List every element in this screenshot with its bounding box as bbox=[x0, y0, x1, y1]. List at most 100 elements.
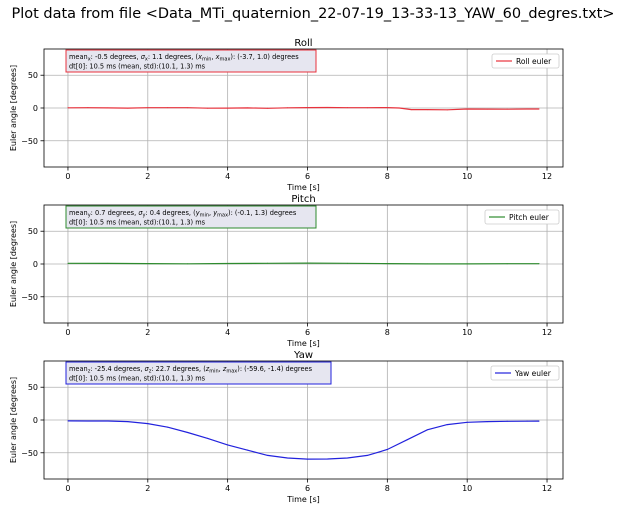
data-point bbox=[87, 420, 89, 422]
data-point bbox=[247, 107, 249, 109]
data-point bbox=[346, 262, 348, 264]
stats-min-sub: min bbox=[209, 369, 218, 375]
stats-var: x bbox=[197, 53, 202, 61]
stats-range-value: ): (-59.6, -1.4) degrees bbox=[237, 365, 312, 373]
legend-label: Yaw euler bbox=[514, 369, 552, 378]
data-point bbox=[227, 263, 229, 265]
data-point bbox=[306, 262, 308, 264]
data-point bbox=[506, 263, 508, 265]
stats-line-2: dt[0]: 10.5 ms (mean, std):(10.1, 1.3) m… bbox=[69, 219, 206, 227]
data-point bbox=[526, 420, 528, 422]
x-tick-label: 6 bbox=[305, 484, 310, 493]
stats-sigma-symbol: σ bbox=[145, 365, 150, 373]
stats-mean-word: mean bbox=[69, 209, 88, 217]
x-tick-label: 0 bbox=[65, 172, 70, 181]
stats-max-sub: max bbox=[220, 57, 231, 63]
data-point bbox=[366, 107, 368, 109]
x-tick-label: 6 bbox=[305, 328, 310, 337]
stats-mean-value: : 0.7 degrees, bbox=[91, 209, 139, 217]
data-point bbox=[267, 262, 269, 264]
data-point bbox=[247, 449, 249, 451]
y-axis-label: Euler angle [degrees] bbox=[9, 221, 18, 307]
stats-var-sub: z bbox=[149, 369, 152, 375]
data-point bbox=[147, 423, 149, 425]
legend-label: Pitch euler bbox=[509, 213, 550, 222]
data-point bbox=[306, 458, 308, 460]
stats-var: z bbox=[205, 365, 210, 373]
data-point bbox=[538, 420, 540, 422]
legend-frame bbox=[491, 53, 560, 69]
stats-range-value: ): (-0.1, 1.3) degrees bbox=[228, 209, 297, 217]
stats-box-frame bbox=[65, 361, 332, 385]
data-point bbox=[486, 108, 488, 110]
stats-mean-word: mean bbox=[69, 53, 88, 61]
stats-sigma-value: : 0.4 degrees, ( bbox=[145, 209, 196, 217]
data-point bbox=[67, 420, 69, 422]
stats-box-frame bbox=[65, 205, 317, 229]
y-tick-label: −50 bbox=[21, 293, 38, 302]
x-tick-label: 8 bbox=[385, 172, 390, 181]
subplot-yaw: 0 2 4 6 8 10 12 50 0 −50 Yaw Time [s] Euler angle [d… bbox=[9, 350, 564, 504]
x-tick-label: 2 bbox=[145, 484, 150, 493]
x-tick-label: 4 bbox=[225, 484, 230, 493]
x-tick-label: 12 bbox=[542, 484, 552, 493]
data-point bbox=[207, 107, 209, 109]
stats-mean-word: mean bbox=[69, 365, 88, 373]
stats-sigma-symbol: σ bbox=[138, 209, 143, 217]
x-tick-label: 12 bbox=[542, 172, 552, 181]
stats-sigma-value: : 1.1 degrees, ( bbox=[148, 53, 199, 61]
data-point bbox=[466, 421, 468, 423]
x-tick-label: 10 bbox=[462, 172, 472, 181]
y-tick-label: 50 bbox=[28, 71, 38, 80]
x-tick-label: 2 bbox=[145, 328, 150, 337]
data-point bbox=[87, 107, 89, 109]
data-point bbox=[127, 421, 129, 423]
x-tick-label: 2 bbox=[145, 172, 150, 181]
x-tick-label: 4 bbox=[225, 172, 230, 181]
stats-box-frame bbox=[65, 49, 317, 73]
data-point bbox=[67, 262, 69, 264]
data-point bbox=[426, 263, 428, 265]
legend: Roll euler bbox=[491, 53, 560, 69]
data-point bbox=[187, 263, 189, 265]
data-point bbox=[410, 109, 412, 111]
data-point bbox=[366, 454, 368, 456]
legend: Yaw euler bbox=[490, 365, 560, 381]
data-point bbox=[326, 458, 328, 460]
subplot-roll: 0 2 4 6 8 10 12 50 0 −50 Roll Time [s] Euler angle [… bbox=[9, 38, 564, 192]
series-line-roll-euler bbox=[67, 106, 539, 111]
stats-var: x bbox=[215, 53, 220, 61]
x-axis-label: Time [s] bbox=[286, 183, 320, 192]
data-point bbox=[267, 107, 269, 109]
stats-comma: , bbox=[209, 209, 213, 217]
data-point bbox=[538, 263, 540, 265]
y-tick-label: −50 bbox=[21, 449, 38, 458]
x-tick-label: 10 bbox=[462, 328, 472, 337]
stats-comma: , bbox=[219, 365, 223, 373]
x-tick-label: 6 bbox=[305, 172, 310, 181]
stats-line-2: dt[0]: 10.5 ms (mean, std):(10.1, 1.3) m… bbox=[69, 63, 206, 71]
stats-var-sub: y bbox=[143, 213, 146, 219]
subplot-title: Roll bbox=[294, 38, 312, 49]
x-tick-label: 0 bbox=[65, 328, 70, 337]
data-point bbox=[167, 107, 169, 109]
data-point bbox=[506, 108, 508, 110]
subplot-title: Yaw bbox=[293, 350, 313, 361]
data-point bbox=[107, 420, 109, 422]
x-tick-label: 4 bbox=[225, 328, 230, 337]
data-point bbox=[287, 457, 289, 459]
y-tick-label: −50 bbox=[21, 137, 38, 146]
stats-min-sub: min bbox=[200, 213, 209, 219]
stats-var: z bbox=[222, 365, 227, 373]
legend-label: Roll euler bbox=[516, 57, 552, 66]
data-point bbox=[107, 107, 109, 109]
data-point bbox=[147, 263, 149, 265]
data-point bbox=[227, 444, 229, 446]
y-tick-label: 50 bbox=[28, 227, 38, 236]
series-line-yaw-euler bbox=[67, 420, 540, 460]
data-point bbox=[466, 263, 468, 265]
data-point bbox=[466, 108, 468, 110]
data-point bbox=[406, 439, 408, 441]
data-point bbox=[386, 449, 388, 450]
data-point bbox=[398, 107, 400, 109]
